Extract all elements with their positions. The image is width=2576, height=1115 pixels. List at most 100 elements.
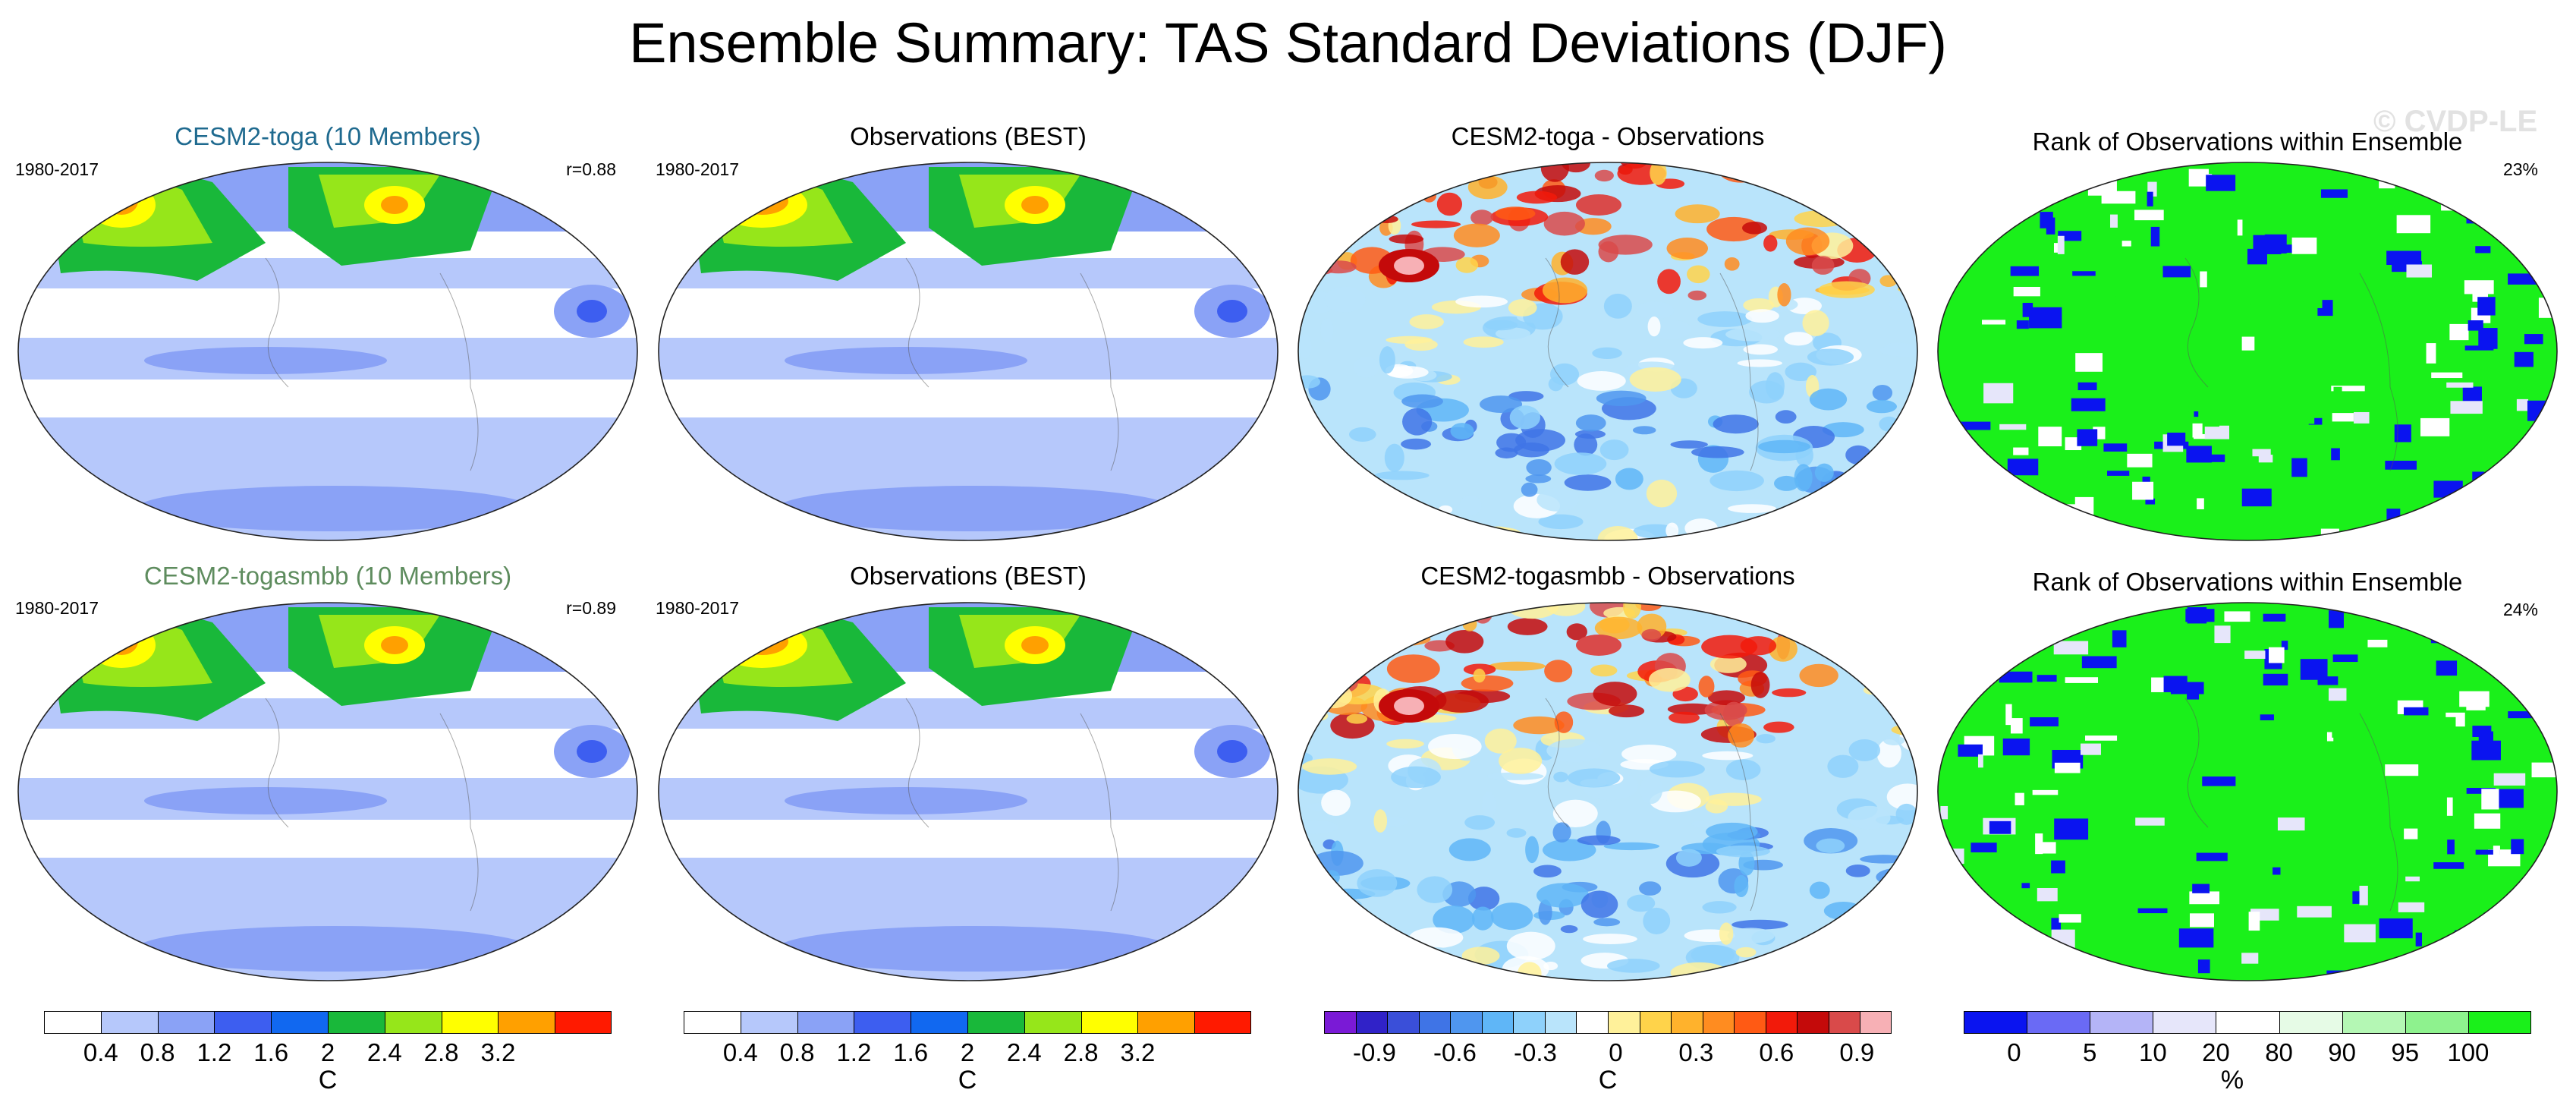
map-outline <box>658 162 1279 541</box>
colorbar-swatch <box>1355 1011 1388 1034</box>
panel-title-observations: Observations (BEST) <box>850 562 1087 590</box>
colorbar-swatch <box>911 1011 967 1034</box>
watermark: © CVDP-LE <box>2373 105 2538 138</box>
colorbar-swatch <box>1608 1011 1640 1034</box>
period-label: 1980-2017 <box>656 598 739 618</box>
colorbar-tick-label: 1.2 <box>197 1038 232 1066</box>
map-field <box>18 162 637 540</box>
colorbar-units-label: C <box>1598 1066 1618 1095</box>
panel-title-difference: CESM2-togasmbb - Observations <box>1420 562 1795 590</box>
colorbar-tick-label: 0.3 <box>1678 1038 1714 1066</box>
panel-title-rank: Rank of Observations within Ensemble <box>2032 128 2463 156</box>
correlation-label: r=0.89 <box>566 598 616 618</box>
map-difference <box>1297 602 1918 981</box>
colorbar-tick-label: -0.9 <box>1353 1038 1396 1066</box>
rank-percent-label: 23% <box>2502 159 2538 179</box>
map-outline <box>1937 602 2558 981</box>
colorbar-swatch <box>2467 1011 2531 1034</box>
colorbar-swatch <box>498 1011 555 1034</box>
colorbar-swatch <box>384 1011 442 1034</box>
colorbar-tick-label: 0.8 <box>140 1038 175 1066</box>
map-outline <box>17 162 638 541</box>
colorbar-swatch <box>1828 1011 1860 1034</box>
panel-title-observations: Observations (BEST) <box>850 122 1087 150</box>
panel-title-difference: CESM2-toga - Observations <box>1451 122 1765 150</box>
colorbar-tick-label: 2 <box>320 1038 335 1066</box>
map-field <box>1298 603 1917 981</box>
colorbar-swatch <box>797 1011 854 1034</box>
colorbar-swatch <box>1450 1011 1482 1034</box>
colorbar-frame <box>684 1011 1251 1034</box>
colorbar-swatch <box>1324 1011 1356 1034</box>
map-rank <box>1937 602 2558 981</box>
colorbar-tick-label: -0.6 <box>1433 1038 1477 1066</box>
map-field <box>659 162 1278 540</box>
colorbar-swatch <box>1418 1011 1451 1034</box>
map-outline <box>1297 162 1918 541</box>
colorbar-sd-2: 0.4 0.8 1.2 1.6 2 2.4 2.8 3.2 C <box>684 1011 1251 1095</box>
colorbar-swatch <box>854 1011 911 1034</box>
colorbar-swatch <box>214 1011 272 1034</box>
colorbar-tick-label: 95 <box>2391 1038 2420 1066</box>
colorbar-swatch <box>2405 1011 2468 1034</box>
colorbar-swatch <box>1387 1011 1419 1034</box>
map-outline <box>17 602 638 981</box>
colorbar-tick-label: 2 <box>960 1038 975 1066</box>
colorbar-frame <box>1324 1011 1892 1034</box>
colorbar-swatch <box>1576 1011 1608 1034</box>
period-label: 1980-2017 <box>15 159 99 179</box>
colorbar-rank: 0 5 10 20 80 90 95 100% <box>1964 1011 2531 1095</box>
colorbar-tick-label: 5 <box>2083 1038 2097 1066</box>
colorbar-swatch <box>157 1011 215 1034</box>
map-field <box>1298 162 1917 540</box>
map-outline <box>1937 162 2558 541</box>
figure-title: Ensemble Summary: TAS Standard Deviation… <box>629 11 1947 74</box>
colorbar-swatch <box>271 1011 328 1034</box>
colorbar-swatch <box>1080 1011 1138 1034</box>
colorbar-tick-label: 1.6 <box>893 1038 929 1066</box>
colorbar-tick-label: 2.4 <box>1006 1038 1042 1066</box>
map-observations <box>658 602 1279 981</box>
colorbar-swatch <box>441 1011 499 1034</box>
colorbar-swatch <box>1734 1011 1766 1034</box>
colorbar-tick-label: 2.8 <box>423 1038 459 1066</box>
colorbar-swatch <box>1765 1011 1798 1034</box>
period-label: 1980-2017 <box>15 598 99 618</box>
colorbar-swatch <box>684 1011 741 1034</box>
colorbar-swatch <box>2090 1011 2153 1034</box>
colorbar-sd-1: 0.4 0.8 1.2 1.6 2 2.4 2.8 3.2 C <box>44 1011 612 1095</box>
colorbar-swatch <box>740 1011 797 1034</box>
colorbar-swatch <box>1702 1011 1735 1034</box>
colorbar-swatch <box>1797 1011 1829 1034</box>
map-difference <box>1297 162 1918 541</box>
panel-title-rank: Rank of Observations within Ensemble <box>2032 568 2463 596</box>
colorbar-tick-label: 0.8 <box>779 1038 815 1066</box>
colorbar-tick-label: 100 <box>2447 1038 2490 1066</box>
colorbar-frame <box>1964 1011 2531 1034</box>
colorbar-tick-label: 20 <box>2202 1038 2230 1066</box>
colorbar-tick-label: 0 <box>1609 1038 1623 1066</box>
colorbar-tick-label: 0 <box>2007 1038 2021 1066</box>
colorbar-tick-label: 3.2 <box>480 1038 516 1066</box>
colorbar-tick-label: 10 <box>2138 1038 2167 1066</box>
correlation-label: r=0.88 <box>566 159 616 179</box>
panel-title-cesm2-toga: CESM2-toga (10 Members) <box>175 122 481 150</box>
colorbar-swatch <box>2027 1011 2090 1034</box>
colorbar-units-label: C <box>958 1066 977 1095</box>
colorbar-swatch <box>2342 1011 2405 1034</box>
map-cesm2-togasmbb <box>17 602 638 981</box>
colorbar-tick-label: 0.4 <box>722 1038 758 1066</box>
colorbar-tick-label: 0.4 <box>83 1038 118 1066</box>
colorbar-tick-label: 3.2 <box>1120 1038 1156 1066</box>
colorbar-tick-label: 90 <box>2328 1038 2357 1066</box>
colorbar-units-label: % <box>2220 1066 2244 1095</box>
map-cesm2-toga <box>17 162 638 541</box>
period-label: 1980-2017 <box>656 159 739 179</box>
colorbar-swatch <box>1671 1011 1703 1034</box>
map-field <box>1938 162 2557 540</box>
colorbar-swatch <box>1024 1011 1081 1034</box>
map-field <box>1938 603 2557 981</box>
map-field <box>659 603 1278 981</box>
map-field <box>18 603 637 981</box>
colorbar-swatch <box>555 1011 612 1034</box>
